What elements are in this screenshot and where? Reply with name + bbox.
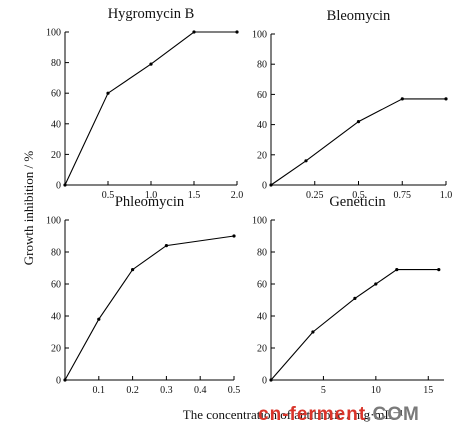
y-tick-label-hygromycin-b: 20 bbox=[51, 150, 61, 161]
y-tick-label-geneticin: 40 bbox=[257, 312, 267, 323]
series-line-geneticin bbox=[270, 269, 439, 381]
series-line-bleomycin bbox=[270, 98, 446, 186]
data-point-geneticin bbox=[395, 268, 399, 272]
y-tick-label-bleomycin: 40 bbox=[257, 120, 267, 131]
data-point-geneticin bbox=[353, 296, 357, 300]
y-tick-label-geneticin: 0 bbox=[262, 376, 267, 387]
y-tick-label-hygromycin-b: 0 bbox=[56, 181, 61, 192]
x-tick-label-hygromycin-b: 1.0 bbox=[145, 190, 158, 201]
data-point-geneticin bbox=[269, 378, 273, 382]
y-tick-label-hygromycin-b: 60 bbox=[51, 89, 61, 100]
x-tick-label-phleomycin: 0.5 bbox=[228, 385, 241, 396]
series-line-hygromycin-b bbox=[64, 31, 237, 186]
y-axis-title: Growth inhibition / % bbox=[21, 151, 36, 266]
x-tick-label-phleomycin: 0.2 bbox=[126, 385, 139, 396]
x-tick-label-geneticin: 15 bbox=[423, 385, 433, 396]
data-point-hygromycin-b bbox=[63, 183, 67, 187]
x-tick-label-phleomycin: 0.1 bbox=[93, 385, 106, 396]
panel-bleomycin: Bleomycin 0 20 40 60 80 100 0.25 0.5 0.75 1.0 bbox=[252, 8, 452, 201]
panel-title-hygromycin-b: Hygromycin B bbox=[108, 6, 195, 22]
x-tick-label-bleomycin: 0.5 bbox=[352, 190, 365, 201]
data-point-hygromycin-b bbox=[149, 62, 153, 66]
data-point-phleomycin bbox=[232, 234, 236, 238]
y-tick-label-geneticin: 60 bbox=[257, 280, 267, 291]
data-point-bleomycin bbox=[400, 97, 404, 101]
y-tick-label-phleomycin: 100 bbox=[46, 216, 61, 227]
data-point-hygromycin-b bbox=[235, 30, 239, 34]
watermark-text-part1: cn-ferment bbox=[258, 404, 366, 425]
x-tick-label-hygromycin-b: 2.0 bbox=[231, 190, 244, 201]
x-tick-label-hygromycin-b: 1.5 bbox=[188, 190, 201, 201]
panel-title-geneticin: Geneticin bbox=[329, 194, 386, 210]
y-tick-label-hygromycin-b: 100 bbox=[46, 28, 61, 39]
y-tick-label-hygromycin-b: 40 bbox=[51, 119, 61, 130]
data-point-bleomycin bbox=[356, 120, 361, 124]
watermark-text-part2: .COM bbox=[366, 404, 420, 425]
y-tick-label-geneticin: 100 bbox=[252, 216, 267, 227]
x-tick-label-bleomycin: 1.0 bbox=[440, 190, 453, 201]
x-tick-label-phleomycin: 0.3 bbox=[160, 385, 173, 396]
y-tick-label-bleomycin: 100 bbox=[252, 30, 267, 41]
x-tick-label-geneticin: 5 bbox=[321, 385, 326, 396]
y-tick-label-bleomycin: 80 bbox=[257, 60, 267, 71]
y-tick-label-phleomycin: 40 bbox=[51, 312, 61, 323]
x-tick-label-bleomycin: 0.75 bbox=[394, 190, 412, 201]
y-tick-label-bleomycin: 0 bbox=[262, 181, 267, 192]
y-tick-label-geneticin: 80 bbox=[257, 248, 267, 259]
series-line-phleomycin bbox=[64, 235, 235, 381]
panel-title-bleomycin: Bleomycin bbox=[327, 8, 391, 24]
y-tick-label-phleomycin: 0 bbox=[56, 376, 61, 387]
data-point-phleomycin bbox=[131, 268, 135, 272]
y-tick-label-bleomycin: 20 bbox=[257, 150, 267, 161]
watermark-logo: cn-ferment.COM bbox=[258, 404, 420, 425]
y-tick-label-phleomycin: 80 bbox=[51, 248, 61, 259]
x-axis-title: The concentration of antibiotic / mg·mL⁻… bbox=[183, 407, 404, 422]
panel-geneticin: Geneticin 0 20 40 60 80 100 5 10 15 bbox=[252, 194, 444, 396]
data-point-geneticin bbox=[437, 268, 441, 272]
y-tick-label-bleomycin: 60 bbox=[257, 90, 267, 101]
data-point-geneticin bbox=[374, 282, 378, 286]
data-point-bleomycin bbox=[304, 159, 308, 163]
data-point-phleomycin bbox=[97, 317, 101, 321]
y-tick-label-phleomycin: 20 bbox=[51, 344, 61, 355]
data-point-geneticin bbox=[311, 330, 315, 334]
data-point-phleomycin bbox=[63, 378, 67, 382]
y-tick-label-geneticin: 20 bbox=[257, 344, 267, 355]
x-tick-label-hygromycin-b: 0.5 bbox=[102, 190, 115, 201]
watermark-text: cn-ferment.COM bbox=[258, 404, 420, 425]
data-point-bleomycin bbox=[444, 97, 448, 101]
x-tick-label-bleomycin: 0.25 bbox=[306, 190, 324, 201]
data-point-phleomycin bbox=[164, 244, 168, 248]
panel-phleomycin: Phleomycin 0 20 40 60 80 100 0.1 0.2 0.3 0.4 0.5 bbox=[46, 194, 240, 396]
data-point-hygromycin-b bbox=[192, 30, 196, 34]
data-point-hygromycin-b bbox=[106, 91, 110, 95]
y-tick-label-phleomycin: 60 bbox=[51, 280, 61, 291]
panel-hygromycin-b: Hygromycin B 0 20 40 60 80 100 0.5 1.0 1.5 2.0 bbox=[46, 6, 243, 201]
y-tick-label-hygromycin-b: 80 bbox=[51, 58, 61, 69]
panel-title-phleomycin: Phleomycin bbox=[115, 194, 185, 210]
x-tick-label-phleomycin: 0.4 bbox=[194, 385, 207, 396]
x-tick-label-geneticin: 10 bbox=[371, 385, 381, 396]
data-point-bleomycin bbox=[269, 183, 273, 187]
